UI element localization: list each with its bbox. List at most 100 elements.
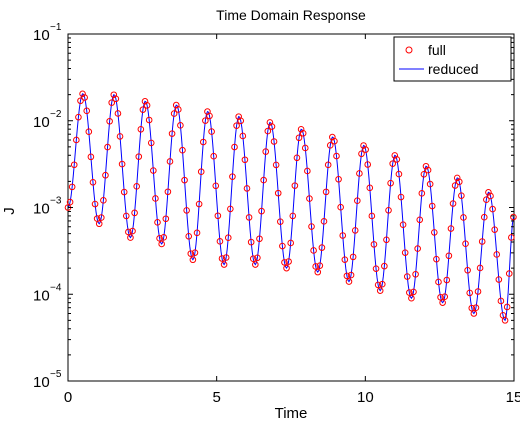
series-full-point: [304, 167, 311, 175]
y-tick-exponent: −2: [50, 109, 62, 120]
series-full-point: [324, 161, 332, 169]
series-full-point: [77, 97, 84, 105]
series-full-point: [295, 134, 303, 142]
series-full-point: [185, 232, 193, 240]
series-full-point: [308, 223, 315, 230]
series-full-point: [356, 170, 363, 177]
series-full-point: [289, 212, 297, 220]
series-full-point: [510, 213, 517, 221]
series-full-point: [183, 207, 190, 214]
series-full-point: [143, 102, 151, 109]
series-full-point: [237, 117, 245, 125]
y-tick-label: 10: [33, 374, 50, 391]
series-full-point: [493, 251, 501, 258]
series-full-point: [431, 229, 438, 236]
x-tick-label: 0: [64, 389, 72, 406]
series-full-point: [216, 238, 224, 245]
series-full-point: [152, 195, 159, 202]
series-full-point: [256, 235, 263, 243]
series-full-point: [414, 245, 421, 252]
series-full-point: [335, 175, 342, 183]
series-full-point: [83, 107, 91, 115]
series-full-point: [480, 213, 488, 221]
series-full-point: [287, 239, 295, 247]
series-full-point: [218, 255, 226, 262]
series-full-point: [175, 106, 182, 113]
series-full-point: [224, 234, 232, 241]
series-full-point: [285, 258, 292, 265]
series-full-point: [199, 138, 207, 146]
series-full-point: [476, 264, 484, 272]
x-axis-label: Time: [275, 405, 308, 422]
series-full-point: [241, 156, 249, 164]
series-full-point: [160, 234, 168, 241]
series-full-point: [147, 139, 155, 147]
series-full-point: [291, 182, 299, 189]
series-full-point: [81, 94, 88, 101]
series-full-point: [70, 161, 78, 169]
y-tick-label: 10: [33, 27, 50, 44]
series-full-point: [451, 182, 459, 189]
series-full-point: [137, 126, 145, 133]
y-tick-exponent: −5: [50, 369, 62, 380]
series-full-point: [89, 179, 97, 186]
series-full-point: [395, 170, 403, 178]
series-full-point: [416, 216, 424, 224]
series-full-point: [135, 153, 143, 160]
series-full-point: [358, 150, 365, 158]
y-tick-label: 10: [33, 114, 50, 131]
series-full-point: [127, 234, 134, 241]
series-full-point: [401, 249, 409, 256]
series-full-point: [406, 289, 413, 296]
x-tick-label: 15: [506, 389, 520, 406]
series-full-point: [210, 152, 217, 160]
series-full-point: [378, 280, 386, 288]
series-full-point: [301, 144, 309, 152]
series-full-point: [387, 179, 394, 187]
series-full-point: [281, 259, 288, 266]
plot-area: [67, 33, 515, 382]
series-full-point: [189, 256, 197, 264]
series-full-point: [254, 254, 261, 262]
series-full-point: [458, 192, 465, 199]
x-tick-label: 10: [357, 389, 374, 406]
series-full-point: [177, 122, 184, 129]
series-full-point: [408, 294, 415, 302]
series-full-point: [489, 205, 496, 213]
x-tick-label: 5: [212, 389, 220, 406]
series-full-point: [264, 127, 272, 135]
series-full-point: [389, 160, 396, 167]
series-full-point: [87, 153, 95, 161]
series-full-point: [156, 235, 163, 242]
series-full-point: [277, 218, 284, 225]
series-full-point: [464, 266, 471, 274]
series-full-point: [314, 268, 322, 276]
series-full-point: [170, 110, 178, 117]
series-full-point: [445, 252, 453, 260]
series-full-point: [114, 110, 122, 117]
series-full-point: [220, 261, 228, 268]
series-full-point: [326, 142, 334, 149]
series-full-point: [439, 299, 446, 306]
series-full-point: [497, 297, 505, 305]
series-layer: [64, 90, 517, 324]
series-full-point: [104, 143, 111, 151]
series-full-point: [293, 154, 301, 162]
series-full-point: [214, 212, 222, 220]
series-full-point: [426, 180, 434, 188]
series-full-point: [85, 128, 93, 136]
series-full-point: [331, 137, 338, 145]
series-full-point: [366, 184, 374, 192]
series-full-point: [345, 278, 353, 285]
series-full-point: [312, 263, 319, 270]
series-full-point: [187, 250, 195, 257]
series-full-point: [283, 264, 290, 272]
series-full-point: [168, 130, 176, 137]
series-full-point: [197, 168, 205, 175]
series-full-point: [133, 183, 140, 190]
series-full-point: [381, 262, 388, 270]
series-full-point: [268, 123, 276, 130]
series-full-point: [443, 276, 451, 284]
